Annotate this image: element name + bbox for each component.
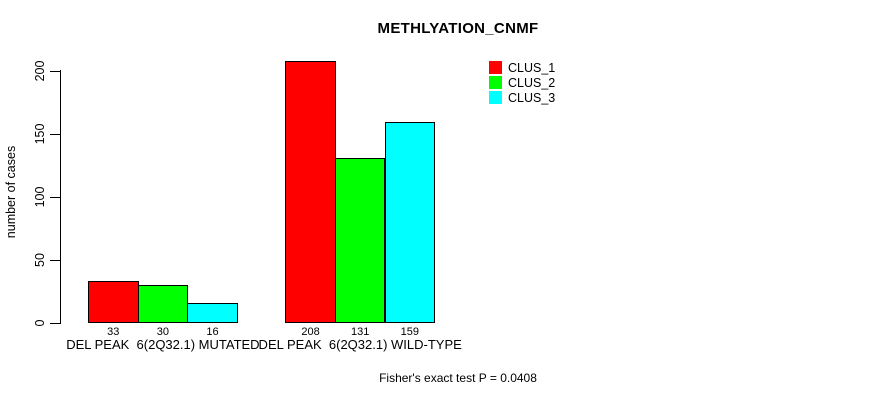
legend-swatch-clus_1 xyxy=(489,61,502,74)
chart-title: METHLYATION_CNMF xyxy=(377,20,539,37)
bar-value-label: 131 xyxy=(351,326,370,338)
legend-label: CLUS_1 xyxy=(508,60,556,75)
legend-item: CLUS_3 xyxy=(489,90,555,105)
y-axis-label: number of cases xyxy=(4,145,18,239)
bar-clus_3-group1 xyxy=(187,302,238,323)
y-axis-line xyxy=(60,70,61,324)
category-label: DEL PEAK 6(2Q32.1) WILD-TYPE xyxy=(258,337,462,352)
bar-value-label: 30 xyxy=(156,326,170,338)
bar-clus_2-group2 xyxy=(334,157,386,323)
y-tick xyxy=(50,70,60,72)
bar-clus_3-group2 xyxy=(384,122,436,323)
y-tick xyxy=(50,196,60,198)
y-tick-label: 0 xyxy=(33,319,47,327)
legend-item: CLUS_2 xyxy=(489,75,555,90)
bar-value-label: 208 xyxy=(301,326,320,338)
y-tick-label: 50 xyxy=(33,252,47,267)
y-tick xyxy=(50,323,60,324)
y-tick xyxy=(50,259,60,261)
bar-clus_1-group1 xyxy=(88,281,139,323)
bar-clus_1-group2 xyxy=(285,60,336,323)
bar-value-label: 33 xyxy=(107,326,120,338)
y-tick-label: 200 xyxy=(33,60,47,82)
bar-value-label: 159 xyxy=(400,326,419,338)
legend-label: CLUS_2 xyxy=(508,75,556,90)
legend-label: CLUS_3 xyxy=(508,90,556,105)
legend-swatch-clus_3 xyxy=(489,91,502,104)
y-tick-label: 100 xyxy=(33,186,47,208)
y-tick-label: 150 xyxy=(33,123,47,145)
legend-item: CLUS_1 xyxy=(489,60,555,75)
legend-swatch-clus_2 xyxy=(489,76,502,89)
category-label: DEL PEAK 6(2Q32.1) MUTATED xyxy=(66,337,260,352)
bar-clus_2-group1 xyxy=(137,285,189,323)
y-tick xyxy=(50,133,60,135)
footer-annotation: Fisher's exact test P = 0.0408 xyxy=(379,371,537,385)
bar-value-label: 16 xyxy=(206,326,219,338)
legend: CLUS_1 CLUS_2 CLUS_3 xyxy=(489,60,555,105)
